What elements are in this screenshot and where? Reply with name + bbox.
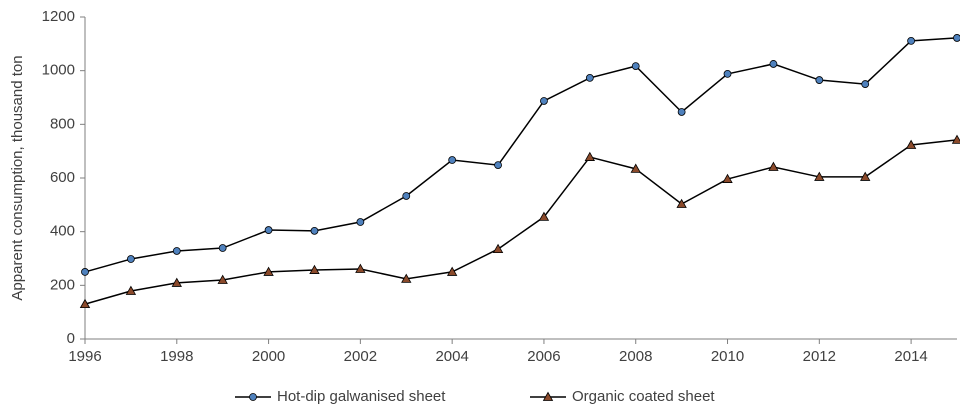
marker <box>172 247 181 255</box>
marker <box>355 263 366 273</box>
legend-label: Organic coated sheet <box>572 388 715 405</box>
x-tick-label: 2006 <box>527 348 560 365</box>
marker <box>218 244 227 252</box>
marker <box>814 171 825 181</box>
x-tick-label: 2012 <box>803 348 836 365</box>
marker <box>402 192 411 200</box>
marker <box>861 80 870 88</box>
marker <box>494 161 502 170</box>
x-tick-label: 2002 <box>344 348 377 365</box>
x-tick-label: 2008 <box>619 348 652 365</box>
x-tick-label: 2000 <box>252 348 285 365</box>
marker <box>769 60 778 68</box>
legend-label: Hot-dip galwanised sheet <box>277 388 446 405</box>
series-line <box>84 37 958 273</box>
series-line <box>84 139 958 305</box>
x-tick-label: 1998 <box>160 348 193 365</box>
legend-marker <box>249 393 257 401</box>
x-tick-label: 2014 <box>894 348 927 365</box>
y-tick-label: 0 <box>67 330 75 347</box>
marker <box>768 161 779 171</box>
marker <box>217 274 228 284</box>
marker <box>356 218 365 226</box>
marker <box>309 264 320 274</box>
marker <box>631 62 640 71</box>
marker <box>540 97 548 105</box>
y-axis-title: Apparent consumption, thousand ton <box>9 55 26 300</box>
marker <box>538 211 550 221</box>
marker <box>630 163 641 173</box>
marker <box>81 268 89 276</box>
marker <box>263 266 274 276</box>
marker <box>722 173 733 183</box>
marker <box>860 171 871 181</box>
marker <box>584 151 596 161</box>
marker <box>585 74 594 82</box>
marker <box>492 243 504 254</box>
legend-marker <box>542 391 554 401</box>
y-tick-label: 600 <box>50 169 75 186</box>
x-tick-label: 2010 <box>711 348 744 365</box>
y-tick-label: 200 <box>50 276 75 293</box>
marker <box>953 34 960 42</box>
x-tick-label: 1996 <box>68 348 101 365</box>
marker <box>125 285 137 295</box>
marker <box>126 255 135 263</box>
y-tick-label: 800 <box>50 115 75 132</box>
marker <box>446 266 458 276</box>
marker <box>723 69 732 78</box>
marker <box>815 76 824 84</box>
marker <box>951 134 960 144</box>
marker <box>448 156 457 164</box>
y-tick-label: 1200 <box>42 8 75 25</box>
marker <box>401 273 412 283</box>
marker <box>79 298 91 309</box>
marker <box>171 277 182 287</box>
marker <box>677 108 686 116</box>
marker <box>264 226 273 234</box>
marker <box>907 36 916 45</box>
y-tick-label: 400 <box>50 223 75 240</box>
marker <box>310 226 319 235</box>
x-tick-label: 2004 <box>435 348 468 365</box>
y-tick-label: 1000 <box>42 62 75 79</box>
marker <box>905 139 917 149</box>
marker <box>676 198 687 208</box>
